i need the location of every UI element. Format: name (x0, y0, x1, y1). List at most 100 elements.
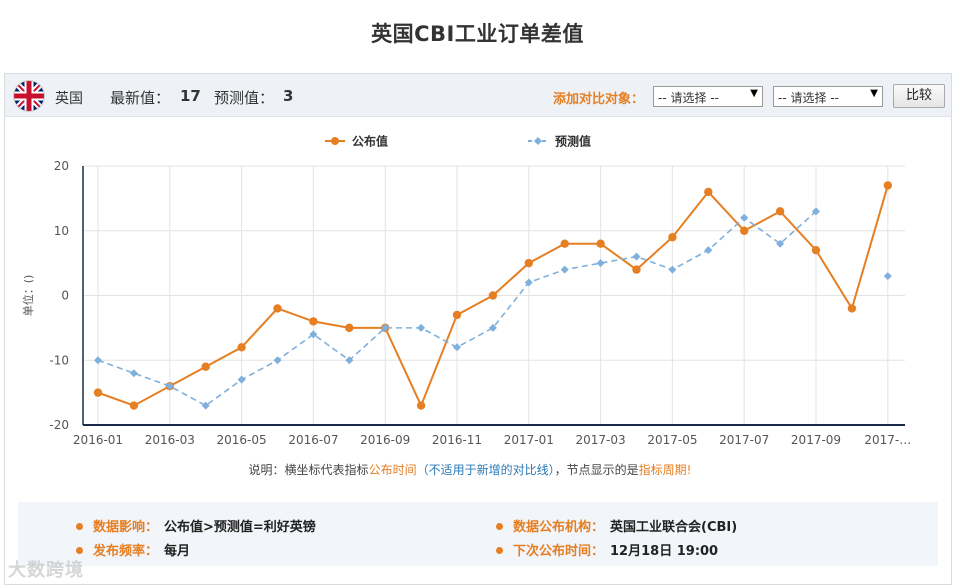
forecast-value: 3 (283, 87, 294, 105)
published-point (596, 239, 605, 248)
page-title: 英国CBI工业订单差值 (371, 22, 584, 46)
published-point (488, 291, 498, 300)
x-tick-label: 2016-09 (360, 433, 410, 447)
published-point (524, 258, 533, 268)
note-part-1: 说明：横坐标代表指标 (249, 462, 369, 477)
compare-select-2-value: -- 请选择 -- (778, 91, 839, 105)
published-point (883, 181, 892, 190)
x-tick-label: 2016-01 (73, 433, 123, 447)
y-tick-label: 0 (61, 289, 69, 303)
x-tick-label: 2017-… (864, 433, 911, 447)
note-part-6: ! (687, 463, 692, 477)
published-point (847, 304, 857, 313)
forecast-point (94, 356, 102, 365)
indicator-info: 数据影响： 公布值>预测值=利好英镑 数据公布机构： 英国工业联合会(CBI) 发布… (18, 502, 938, 566)
info-agency-label: 数据公布机构： (513, 520, 605, 535)
x-tick-label: 2016-05 (217, 433, 267, 447)
published-point (201, 362, 210, 371)
forecast-point (201, 401, 210, 410)
published-point (775, 207, 785, 216)
uk-flag-icon (14, 81, 44, 111)
y-tick-label: -20 (49, 418, 69, 432)
toolbar: 英国 最新值： 17 预测值： 3 添加对比对象： -- 请选择 -- ▼ --… (5, 74, 951, 117)
published-point (632, 265, 641, 274)
forecast-point (417, 323, 426, 332)
legend-forecast-marker (534, 137, 542, 145)
note-part-3: （不适用于新增的对比线） (417, 462, 555, 477)
x-tick-label: 2017-09 (791, 433, 841, 447)
published-point (93, 388, 103, 397)
bullet-icon (76, 523, 83, 530)
info-next-release-label: 下次公布时间： (513, 544, 605, 559)
compare-select-1-value: -- 请选择 -- (658, 91, 719, 105)
watermark: 大数跨境 (8, 560, 84, 581)
forecast-point (776, 239, 785, 248)
note-part-5: 指标周期 (639, 462, 687, 477)
info-agency: 数据公布机构： 英国工业联合会(CBI) (496, 516, 737, 535)
compare-button[interactable]: 比较 (893, 84, 945, 108)
line-chart: 20 10 0 -10 -20 2016-01 2016-03 2016-05 2016-07 2… (21, 134, 911, 478)
published-point (273, 304, 282, 313)
x-tick-label: 2016-07 (288, 433, 338, 447)
forecast-point (273, 356, 282, 365)
forecast-point (704, 246, 713, 255)
published-point (740, 226, 749, 235)
x-tick-label: 2017-03 (576, 433, 626, 447)
published-point (345, 323, 354, 333)
indicator-panel: 英国 最新值： 17 预测值： 3 添加对比对象： -- 请选择 -- ▼ --… (4, 73, 952, 585)
country-name: 英国 (55, 91, 83, 107)
forecast-point (488, 323, 497, 332)
forecast-point (524, 278, 533, 287)
forecast-point (740, 213, 749, 222)
published-point (560, 239, 569, 248)
published-point (309, 317, 318, 326)
info-next-release-value: 12月18日 19:00 (610, 544, 719, 559)
forecast-point (129, 369, 138, 378)
info-impact-label: 数据影响： (93, 520, 159, 535)
forecast-point (453, 343, 461, 352)
dropdown-arrow-icon: ▼ (870, 88, 878, 99)
forecast-point (381, 323, 390, 332)
info-next-release: 下次公布时间： 12月18日 19:00 (496, 540, 718, 559)
info-agency-value: 英国工业联合会(CBI) (610, 520, 738, 535)
info-impact-value: 公布值>预测值=利好英镑 (164, 520, 316, 535)
chart-legend: 公布值 预测值 (325, 134, 591, 149)
forecast-point (345, 356, 354, 365)
bullet-icon (76, 547, 83, 554)
x-tick-label: 2017-01 (504, 433, 554, 447)
published-point (704, 187, 713, 197)
legend-published-marker (331, 137, 339, 145)
forecast-point (596, 259, 605, 268)
chart-note: 说明：横坐标代表指标公布时间（不适用于新增的对比线），节点显示的是指标周期! (249, 462, 692, 477)
forecast-point (883, 272, 892, 281)
chart-series (93, 181, 892, 410)
x-tick-label: 2016-03 (145, 433, 195, 447)
published-point (129, 401, 139, 410)
info-frequency: 发布频率： 每月 (76, 540, 190, 559)
bullet-icon (496, 523, 503, 530)
info-frequency-value: 每月 (164, 544, 191, 559)
y-tick-label: 10 (54, 224, 69, 238)
forecast-point (560, 265, 569, 274)
info-frequency-label: 发布频率： (93, 544, 159, 559)
compare-select-2[interactable]: -- 请选择 -- ▼ (773, 86, 883, 107)
forecast-point (165, 382, 174, 391)
compare-label: 添加对比对象： (553, 92, 645, 107)
compare-select-1[interactable]: -- 请选择 -- ▼ (653, 86, 763, 107)
note-part-2: 公布时间 (369, 463, 417, 477)
y-tick-label: -10 (49, 353, 69, 367)
legend-forecast-label: 预测值 (555, 134, 591, 149)
dropdown-arrow-icon: ▼ (750, 88, 758, 99)
published-point (237, 343, 246, 352)
x-tick-label: 2016-11 (432, 433, 482, 447)
forecast-point (237, 375, 246, 384)
bullet-icon (496, 547, 503, 554)
published-point (452, 310, 462, 320)
published-point (811, 245, 821, 255)
x-tick-label: 2017-05 (647, 433, 697, 447)
y-tick-label: 20 (54, 159, 69, 173)
forecast-point (812, 207, 820, 216)
published-point (668, 233, 677, 242)
forecast-value-label: 预测值： (214, 89, 275, 107)
latest-value-label: 最新值： (110, 89, 171, 107)
